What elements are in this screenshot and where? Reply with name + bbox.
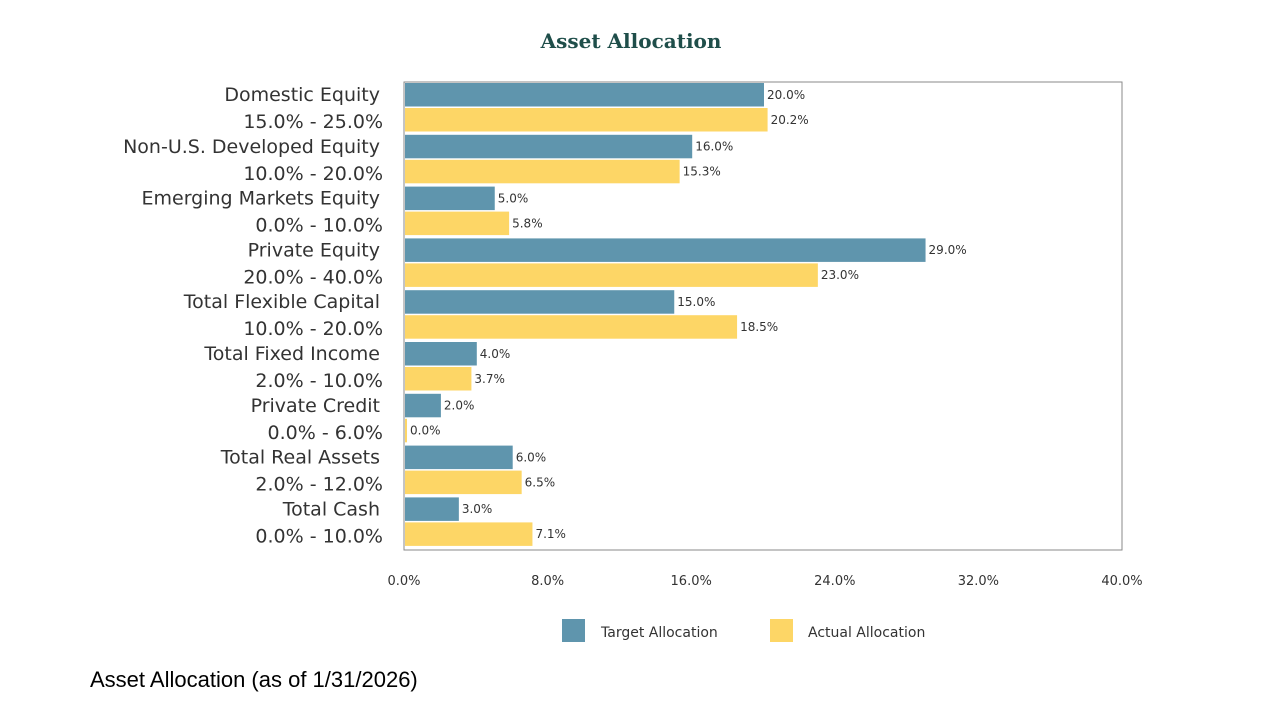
range-label-7: 2.0% - 12.0%	[255, 474, 383, 496]
data-label-target-5: 4.0%	[480, 347, 511, 361]
data-label-actual-1: 15.3%	[683, 165, 721, 179]
data-label-actual-8: 7.1%	[535, 527, 566, 541]
data-label-target-0: 20.0%	[767, 88, 805, 102]
data-label-actual-2: 5.8%	[512, 216, 543, 230]
figure-caption: Asset Allocation (as of 1/31/2026)	[90, 667, 418, 692]
bar-actual-7	[405, 470, 522, 495]
x-tick-label-1: 8.0%	[531, 574, 564, 589]
data-label-target-2: 5.0%	[498, 191, 529, 205]
bar-actual-6	[405, 418, 407, 443]
range-label-0: 15.0% - 25.0%	[243, 111, 383, 133]
bar-actual-8	[405, 522, 533, 546]
bar-target-3	[405, 238, 926, 262]
range-label-2: 0.0% - 10.0%	[255, 215, 383, 237]
data-label-target-7: 6.0%	[516, 450, 547, 464]
data-label-actual-5: 3.7%	[474, 372, 505, 386]
bar-actual-5	[405, 367, 472, 391]
x-tick-label-2: 16.0%	[671, 574, 712, 589]
data-label-actual-3: 23.0%	[821, 268, 859, 282]
data-label-target-1: 16.0%	[695, 140, 733, 154]
data-label-target-4: 15.0%	[677, 295, 715, 309]
range-label-1: 10.0% - 20.0%	[243, 163, 383, 185]
bar-group: 20.0% 20.2% 16.0% 15.3% 5.0% 5.8% 29.0% 23.0% 15…	[405, 83, 967, 546]
category-label-2: Emerging Markets Equity	[142, 188, 381, 210]
data-label-target-8: 3.0%	[462, 502, 493, 516]
data-label-target-6: 2.0%	[444, 399, 475, 413]
data-label-actual-6: 0.0%	[410, 424, 441, 438]
bar-target-1	[405, 134, 693, 159]
legend: Target Allocation Actual Allocation	[562, 619, 925, 642]
category-label-group: Domestic Equity 15.0% - 25.0% Non-U.S. Dev…	[123, 84, 383, 547]
plot-frame	[403, 81, 1123, 551]
legend-swatch-target	[562, 619, 585, 642]
x-tick-label-3: 24.0%	[814, 574, 855, 589]
data-label-actual-0: 20.2%	[771, 113, 809, 127]
bar-target-8	[405, 497, 459, 521]
legend-label-actual: Actual Allocation	[808, 625, 925, 641]
category-label-5: Total Fixed Income	[203, 343, 380, 365]
x-tick-label-5: 40.0%	[1101, 574, 1142, 589]
bar-target-2	[405, 186, 495, 211]
range-label-8: 0.0% - 10.0%	[255, 525, 383, 547]
legend-label-target: Target Allocation	[600, 625, 718, 641]
category-label-6: Private Credit	[251, 395, 380, 417]
data-label-target-3: 29.0%	[929, 243, 967, 257]
range-label-6: 0.0% - 6.0%	[268, 422, 383, 444]
bar-target-6	[405, 393, 441, 418]
bar-target-7	[405, 445, 513, 470]
data-label-actual-4: 18.5%	[740, 320, 778, 334]
bar-actual-0	[405, 108, 768, 132]
category-label-1: Non-U.S. Developed Equity	[123, 136, 380, 158]
category-label-4: Total Flexible Capital	[183, 291, 380, 313]
category-label-0: Domestic Equity	[224, 84, 380, 106]
range-label-3: 20.0% - 40.0%	[243, 266, 383, 288]
bar-actual-2	[405, 211, 510, 236]
x-tick-label-0: 0.0%	[387, 574, 420, 589]
bar-actual-4	[405, 315, 738, 339]
x-tick-label-4: 32.0%	[958, 574, 999, 589]
x-axis-ticks: 0.0% 8.0% 16.0% 24.0% 32.0% 40.0%	[387, 574, 1142, 589]
range-label-4: 10.0% - 20.0%	[243, 318, 383, 340]
bar-target-4	[405, 290, 675, 314]
legend-swatch-actual	[770, 619, 793, 642]
bar-target-0	[405, 83, 764, 107]
category-label-3: Private Equity	[248, 239, 380, 261]
chart-title: Asset Allocation	[540, 29, 722, 53]
category-label-8: Total Cash	[282, 498, 380, 520]
bar-actual-1	[405, 159, 680, 184]
data-label-actual-7: 6.5%	[525, 475, 556, 489]
range-label-5: 2.0% - 10.0%	[255, 370, 383, 392]
bar-target-5	[405, 342, 477, 366]
category-label-7: Total Real Assets	[220, 447, 380, 469]
bar-actual-3	[405, 263, 818, 287]
